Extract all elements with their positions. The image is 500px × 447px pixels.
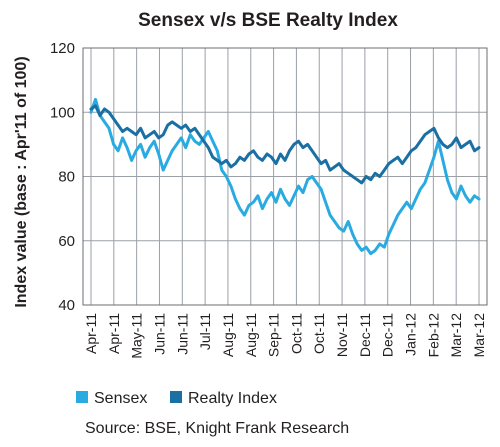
x-tick-label: Feb-12 [425, 313, 441, 358]
y-tick-label: 80 [58, 169, 75, 186]
y-tick-label: 40 [58, 297, 75, 314]
legend: Sensex Realty Index [76, 390, 277, 407]
x-tick-label: Mar-12 [448, 313, 464, 358]
x-tick-label: Sep-11 [266, 313, 282, 357]
x-tick-label: Apr-11 [83, 313, 99, 354]
y-tick-label: 120 [50, 40, 75, 57]
x-tick-label: Oct-11 [288, 313, 304, 354]
x-tick-label: Aug-11 [243, 313, 259, 357]
x-tick-label: Mar-12 [471, 313, 487, 358]
x-tick-label: Apr-11 [106, 313, 122, 354]
legend-label-realty-index: Realty Index [188, 390, 277, 407]
x-tick-label: Jan-12 [403, 313, 419, 356]
x-tick-label: Dec-11 [380, 313, 396, 357]
plot-frame [82, 47, 488, 306]
legend-label-sensex: Sensex [94, 390, 147, 407]
source-note: Source: BSE, Knight Frank Research [85, 420, 349, 437]
legend-swatch-realty-index [170, 391, 182, 403]
x-tick-label: Aug-11 [220, 313, 236, 357]
x-tick-label: Jun-11 [174, 313, 190, 355]
series-line-realty-index [89, 104, 481, 185]
plot-area: 40 60 80 100 120 Apr-11 Apr-11 May-11 Jun-11 Jun-… [50, 40, 488, 359]
x-tick-label: Jul-11 [197, 313, 213, 350]
x-tick-label: Dec-11 [357, 313, 373, 357]
y-tick-label: 100 [50, 104, 75, 121]
x-tick-label: Jun-11 [151, 313, 167, 355]
legend-swatch-sensex [76, 391, 88, 403]
x-tick-label: Nov-11 [334, 313, 350, 357]
y-tick-label: 60 [58, 233, 75, 250]
y-axis-label: Index value (base : Apr'11 of 100) [13, 56, 30, 307]
chart-title: Sensex v/s BSE Realty Index [138, 10, 398, 31]
x-tick-label: Oct-11 [311, 313, 327, 354]
x-tick-label: May-11 [129, 313, 145, 359]
series-line-sensex [89, 97, 481, 256]
